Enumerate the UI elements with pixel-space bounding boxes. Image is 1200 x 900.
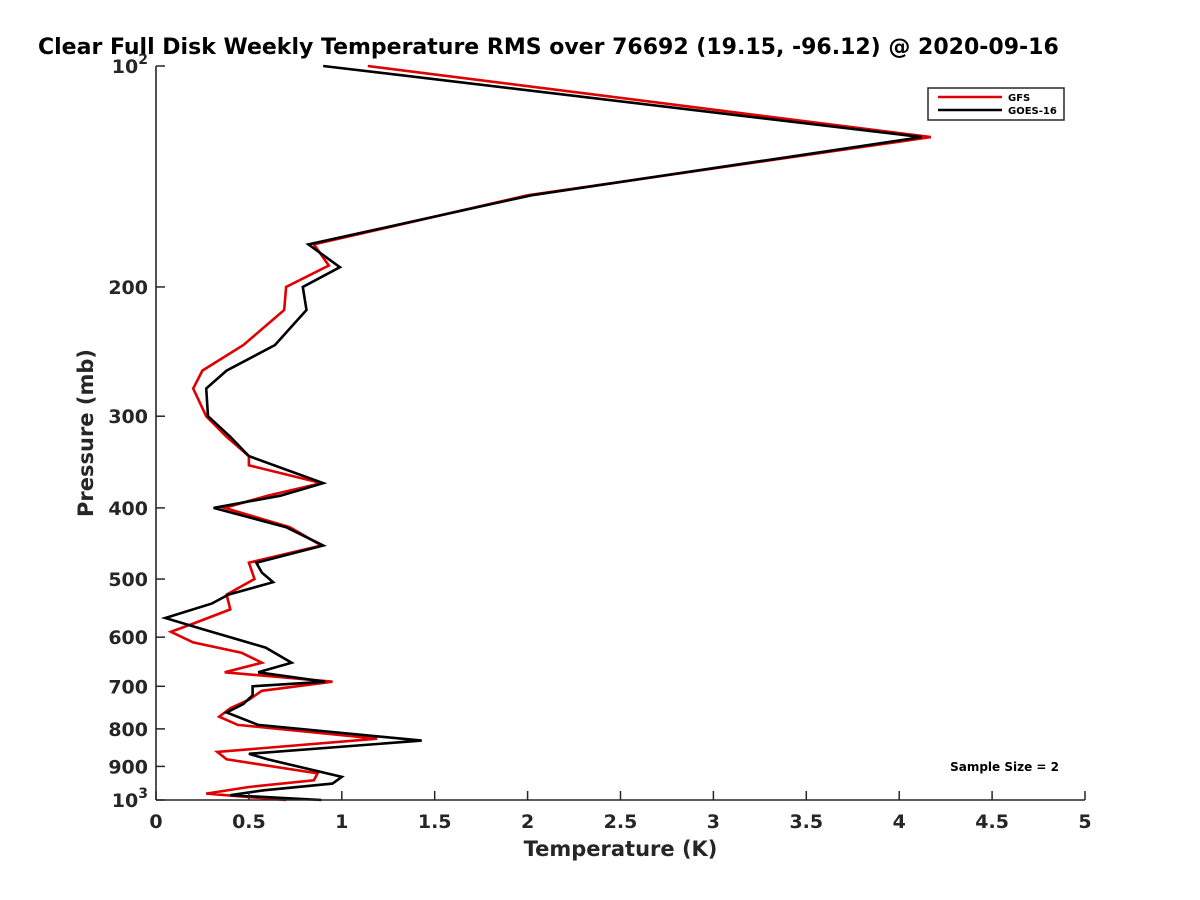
x-tick-label: 1.5 <box>418 811 452 833</box>
series-line-goes-16 <box>160 64 922 802</box>
x-tick-label: 0 <box>149 811 162 833</box>
x-tick-label: 0.5 <box>232 811 266 833</box>
axes <box>155 66 1085 801</box>
x-axis-ticks: 0 0.5 1 1.5 2 2.5 3 3.5 4 4.5 5 <box>149 791 1092 833</box>
x-tick-label: 3 <box>707 811 720 833</box>
legend: GFS GOES-16 <box>927 87 1065 121</box>
y-axis-label: Pressure (mb) <box>74 349 98 517</box>
y-tick-label: 200 <box>108 277 148 299</box>
x-tick-label: 1 <box>335 811 348 833</box>
chart-title: Clear Full Disk Weekly Temperature RMS o… <box>38 35 1059 60</box>
y-tick-label: 800 <box>108 719 148 741</box>
legend-label: GOES-16 <box>1008 106 1057 117</box>
legend-box <box>927 87 1065 121</box>
sample-size-annotation: Sample Size = 2 <box>950 760 1059 774</box>
x-tick-label: 2.5 <box>604 811 638 833</box>
y-tick-label: 600 <box>108 627 148 649</box>
y-tick-label: 500 <box>108 569 148 591</box>
y-tick-label: 400 <box>108 498 148 520</box>
y-tick-label: 900 <box>108 756 148 778</box>
x-tick-label: 2 <box>521 811 534 833</box>
legend-label: GFS <box>1008 93 1030 104</box>
y-tick-label: 103 <box>112 786 148 812</box>
x-tick-label: 5 <box>1078 811 1091 833</box>
x-tick-label: 4 <box>893 811 906 833</box>
y-axis-ticks: 102 200 300 400 500 600 700 800 900 103 <box>108 52 165 812</box>
y-tick-label: 102 <box>112 52 148 78</box>
y-tick-label: 300 <box>108 406 148 428</box>
x-axis-label: Temperature (K) <box>524 837 718 861</box>
series-lines <box>160 64 931 802</box>
series-line-gfs <box>167 64 931 802</box>
y-tick-label: 700 <box>108 676 148 698</box>
x-tick-label: 3.5 <box>789 811 823 833</box>
x-tick-label: 4.5 <box>975 811 1009 833</box>
